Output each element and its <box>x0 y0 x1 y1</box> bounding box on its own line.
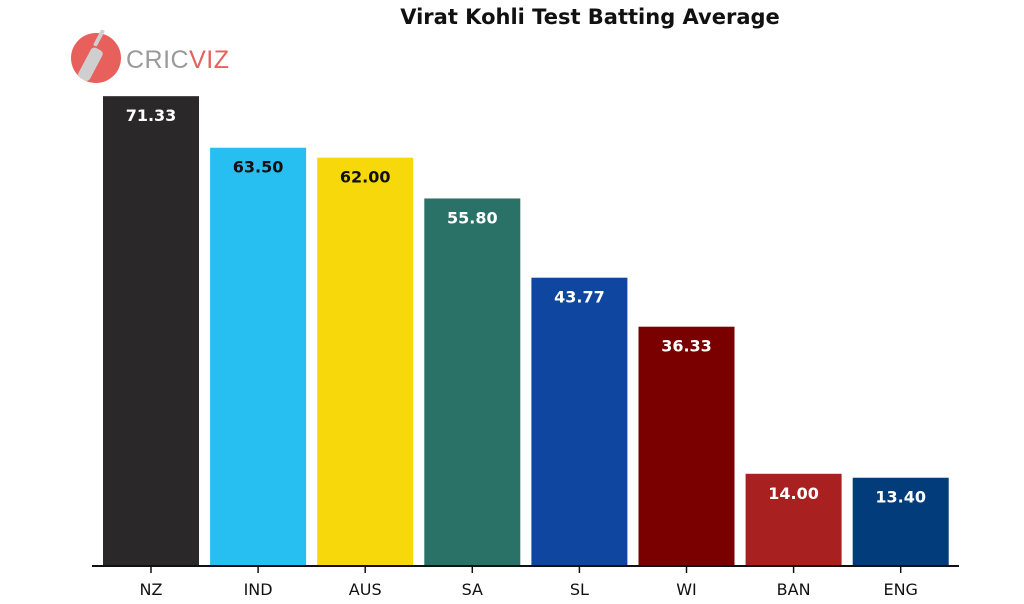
value-label-aus: 62.00 <box>340 168 391 187</box>
logo-text: CRICVIZ <box>126 46 230 74</box>
value-label-eng: 13.40 <box>875 488 926 507</box>
value-label-wi: 36.33 <box>661 337 712 356</box>
cricket-bat-icon <box>78 29 105 81</box>
bar-aus <box>317 157 414 567</box>
logo-text-viz: VIZ <box>189 46 229 74</box>
x-tick-label-wi: WI <box>676 580 697 599</box>
bar-wi <box>638 326 735 566</box>
bar-ban <box>745 473 842 566</box>
x-axis-tick-labels: NZ IND AUS SA SL WI BAN ENG <box>140 580 918 599</box>
x-tick-label-ban: BAN <box>777 580 811 599</box>
x-tick-label-aus: AUS <box>349 580 382 599</box>
x-tick-label-eng: ENG <box>883 580 917 599</box>
logo-text-cric: CRIC <box>126 46 189 74</box>
value-label-sl: 43.77 <box>554 288 605 307</box>
chart-title: Virat Kohli Test Batting Average <box>400 5 780 29</box>
x-axis-ticks <box>150 566 902 573</box>
value-label-ind: 63.50 <box>233 158 284 177</box>
value-label-group: 71.33 63.50 62.00 55.80 43.77 36.33 14.00 13.40 <box>126 106 926 507</box>
x-tick-label-nz: NZ <box>140 580 163 599</box>
cricviz-logo: CRICVIZ <box>71 29 230 83</box>
bar-group <box>103 96 949 567</box>
x-tick-label-sa: SA <box>462 580 483 599</box>
x-tick-label-sl: SL <box>570 580 589 599</box>
bar-sa <box>424 198 521 567</box>
value-label-nz: 71.33 <box>126 106 177 125</box>
bar-nz <box>103 96 199 566</box>
value-label-sa: 55.80 <box>447 208 498 227</box>
bar-ind <box>210 147 307 566</box>
bar-eng <box>852 477 949 566</box>
value-label-ban: 14.00 <box>768 484 819 503</box>
bar-sl <box>531 277 628 566</box>
x-tick-label-ind: IND <box>244 580 273 599</box>
